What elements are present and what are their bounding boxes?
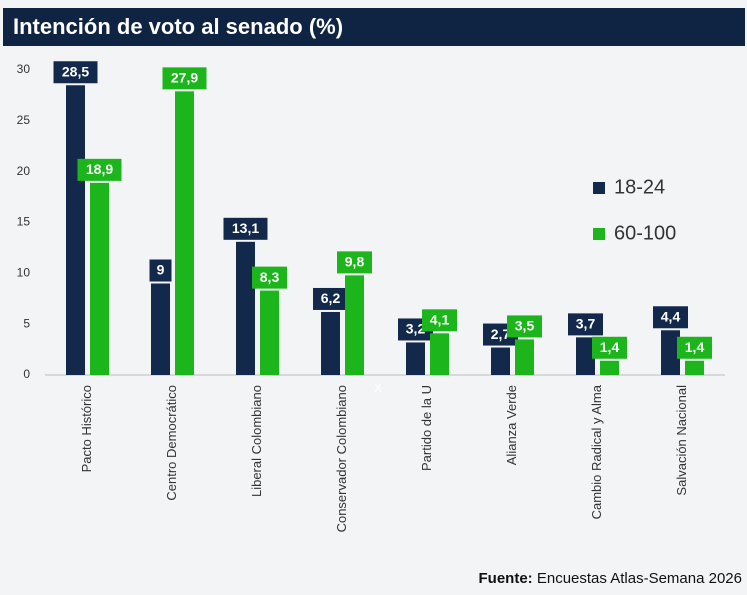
bar	[151, 283, 170, 375]
bar	[66, 85, 85, 375]
x-tick-label: Conservador Colombiano	[334, 385, 349, 532]
value-label-box	[252, 266, 287, 289]
x-tick-label: Alianza Verde	[504, 385, 519, 465]
y-tick-label: 0	[23, 367, 30, 381]
value-label-box	[677, 336, 712, 359]
value-label: 1,4	[685, 339, 705, 355]
x-tick-label: Cambio Radical y Alma	[589, 384, 604, 519]
value-label-box	[149, 259, 172, 282]
source: Fuente: Encuestas Atlas-Semana 2026	[479, 570, 742, 587]
y-tick-label: 20	[17, 164, 31, 178]
x-tick-label: Pacto Histórico	[79, 385, 94, 472]
x-tick-label: Partido de la U	[419, 385, 434, 471]
y-tick-label: 10	[17, 266, 31, 280]
source-label: Fuente:	[478, 570, 533, 587]
value-label: 13,1	[232, 220, 259, 236]
x-tick-label: Liberal Colombiano	[249, 385, 264, 497]
value-label: 18,9	[86, 161, 113, 177]
value-label-box	[337, 251, 372, 274]
value-label: 9	[157, 262, 165, 278]
legend-label: 60-100	[614, 222, 676, 244]
value-label: 3,7	[576, 316, 596, 332]
y-tick-label: 15	[17, 215, 31, 229]
bar	[661, 330, 680, 375]
bar	[600, 360, 619, 375]
y-tick-label: 5	[23, 316, 30, 330]
value-label: 6,2	[321, 290, 341, 306]
bar	[175, 91, 194, 375]
value-label: 8,3	[260, 269, 280, 285]
bar	[260, 290, 279, 375]
bar	[345, 275, 364, 375]
x-tick-label: Salvación Nacional	[674, 385, 689, 496]
y-tick-label: 30	[17, 62, 31, 76]
legend-swatch	[593, 182, 605, 194]
value-label-box	[568, 313, 603, 336]
bar	[90, 182, 109, 375]
value-label-box	[653, 306, 688, 329]
bar	[576, 337, 595, 375]
legend-label: 18-24	[614, 176, 665, 198]
bar	[406, 342, 425, 375]
y-tick-label: 25	[17, 113, 31, 127]
bar	[685, 360, 704, 375]
value-label-box	[592, 336, 627, 359]
value-label-box	[77, 158, 122, 181]
annotation: X	[374, 381, 382, 395]
bar	[491, 347, 510, 375]
chart-title: Intención de voto al senado (%)	[3, 8, 745, 46]
value-label-box	[223, 217, 268, 240]
source-text: Encuestas Atlas-Semana 2026	[536, 570, 742, 587]
value-label-box	[507, 315, 542, 338]
x-tick-label: Centro Democrático	[164, 385, 179, 501]
value-label-box	[162, 67, 207, 90]
value-label: 3,5	[515, 318, 535, 334]
value-label: 9,8	[345, 254, 365, 270]
value-label: 2,7	[491, 326, 511, 342]
value-label-box	[313, 287, 348, 310]
value-label: 28,5	[62, 63, 89, 79]
bar	[321, 311, 340, 375]
value-label: 3,2	[406, 321, 426, 337]
bar	[515, 339, 534, 375]
value-label-box	[422, 309, 457, 332]
bar	[430, 333, 449, 375]
value-label: 27,9	[171, 70, 198, 86]
bar	[236, 241, 255, 375]
legend-swatch	[593, 228, 605, 240]
value-label: 4,4	[661, 308, 681, 324]
value-label: 4,1	[430, 312, 450, 328]
value-label-box	[53, 61, 98, 84]
value-label: 1,4	[600, 339, 620, 355]
